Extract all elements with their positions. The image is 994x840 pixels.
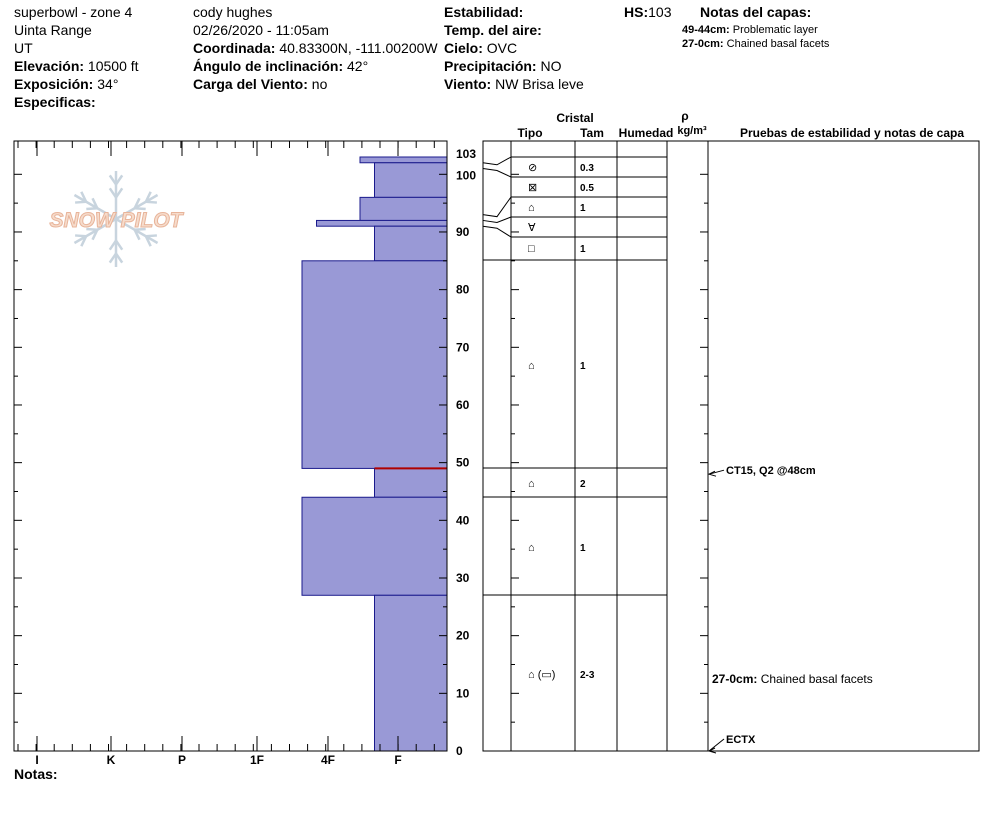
grain-type-symbol: ⌂ [528, 478, 535, 490]
snowflake-icon [73, 171, 159, 267]
hardness-layer [301, 260, 448, 469]
grain-size: 1 [580, 361, 586, 372]
test-pointer [708, 738, 725, 752]
datetime: 02/26/2020 - 11:05am [193, 22, 329, 38]
table-rows: ⊘ 0.3 ⊠ 0.5 ⌂ 1 ∀ □ 1 ⌂ 1 ⌂ 2 ⌂ 1 ⌂ (▭) 2-3 [482, 156, 667, 681]
wind: Viento: NW Brisa leve [444, 76, 584, 92]
air-temp: Temp. del aire: [444, 22, 542, 38]
stability-test-label: CT15, Q2 @48cm [726, 465, 816, 477]
depth-axis: 0 10 20 30 40 50 60 70 80 90 100 103 [14, 147, 476, 758]
aspect: Exposición: 34° [14, 76, 119, 92]
coordinate: Coordinada: 40.83300N, -111.00200W [193, 40, 438, 56]
hardness-axis-labels: I K P 1F 4F F [35, 753, 401, 767]
hardness-label: I [35, 753, 38, 767]
depth-tick-label: 0 [456, 744, 463, 758]
grain-type-symbol: ⌂ [528, 202, 535, 214]
hardness-ticks [17, 141, 435, 751]
header-crystal: Cristal [556, 111, 593, 125]
header-moisture: Humedad [619, 126, 674, 140]
precipitation: Precipitación: NO [444, 58, 562, 74]
header-col-1: superbowl - zone 4 Uinta Range UT Elevac… [14, 3, 139, 111]
hardness-label: K [107, 753, 116, 767]
layer-notes-title: Notas del capas: [700, 4, 812, 20]
depth-tick-label: 80 [456, 283, 470, 297]
stability-tests: CT15, Q2 @48cm ECTX [707, 465, 816, 754]
layer-note: 27-0cm: Chained basal facets [712, 672, 873, 686]
hardness-layer [316, 219, 448, 227]
grain-type-symbol: ⊘ [528, 162, 537, 174]
depth-tick-label: 60 [456, 398, 470, 412]
header-size: Tam [580, 126, 604, 140]
depth-tick-label: 50 [456, 456, 470, 470]
header-rho: ρ [681, 109, 688, 123]
grain-type-symbol: ∀ [528, 222, 536, 234]
hardness-layer [301, 496, 448, 596]
hardness-layers [301, 156, 448, 752]
table-frame [482, 140, 980, 752]
hardness-label: P [178, 753, 186, 767]
hardness-plot-frame [13, 140, 448, 752]
grain-size: 0.3 [580, 163, 594, 174]
test-pointer [708, 469, 725, 475]
table-ticks [511, 173, 708, 752]
header-type: Tipo [517, 126, 542, 140]
depth-tick-label: 40 [456, 513, 470, 527]
logo-text: SNOW PILOT [50, 209, 185, 232]
wind-load: Carga del Viento: no [193, 76, 328, 92]
range: Uinta Range [14, 22, 92, 38]
header-tests: Pruebas de estabilidad y notas de capa [740, 126, 964, 140]
hardness-layer [374, 225, 448, 262]
grain-size: 1 [580, 244, 586, 255]
snowpilot-logo: SNOW PILOT [49, 171, 185, 267]
stability: Estabilidad: [444, 4, 524, 20]
grain-size: 0.5 [580, 183, 594, 194]
observer: cody hughes [193, 4, 273, 20]
hardness-label: F [394, 753, 401, 767]
hardness-layer [374, 467, 448, 498]
grain-type-symbol: ⌂ [528, 360, 535, 372]
header-col-3: Estabilidad: Temp. del aire: Cielo: OVC … [444, 3, 584, 93]
grain-type-symbol: ⊠ [528, 182, 537, 194]
header-density-unit: kg/m³ [677, 125, 707, 137]
elevation: Elevación: 10500 ft [14, 58, 139, 74]
hardness-layer [374, 162, 448, 198]
depth-tick-label: 90 [456, 225, 470, 239]
stability-test-label: ECTX [726, 734, 756, 746]
layer-note-2: 27-0cm: Chained basal facets [682, 38, 830, 50]
specifics: Especificas: [14, 94, 96, 110]
header-col-2: cody hughes 02/26/2020 - 11:05am Coordin… [193, 3, 438, 93]
layer-note-1: 49-44cm: Problematic layer [682, 24, 818, 36]
hardness-layer [359, 196, 448, 221]
hardness-label: 4F [321, 753, 335, 767]
depth-tick-label: 70 [456, 340, 470, 354]
notes-footer: Notas: [14, 766, 58, 782]
sky: Cielo: OVC [444, 40, 518, 56]
grain-size: 2-3 [580, 670, 595, 681]
grain-size: 2 [580, 479, 586, 490]
state: UT [14, 40, 33, 56]
hardness-layer [359, 156, 448, 164]
hardness-label: 1F [250, 753, 264, 767]
hs-value: HS:103 [624, 4, 672, 20]
grain-size: 1 [580, 543, 586, 554]
layer-table: Cristal Tipo Tam Humedad ρ kg/m³ Pruebas… [482, 109, 980, 754]
depth-tick-label: 20 [456, 629, 470, 643]
grain-type-symbol: □ [528, 243, 535, 255]
depth-tick-label: 103 [456, 147, 476, 161]
grain-type-symbol: ⌂ (▭) [528, 669, 555, 681]
grain-size: 1 [580, 203, 586, 214]
depth-tick-label: 30 [456, 571, 470, 585]
depth-tick-label: 10 [456, 686, 470, 700]
layer-notes-in-table: 27-0cm: Chained basal facets [712, 672, 873, 686]
location: superbowl - zone 4 [14, 4, 133, 20]
hardness-layer [374, 594, 448, 752]
grain-type-symbol: ⌂ [528, 542, 535, 554]
incline: Ángulo de inclinación: 42° [193, 58, 369, 74]
depth-tick-label: 100 [456, 168, 476, 182]
